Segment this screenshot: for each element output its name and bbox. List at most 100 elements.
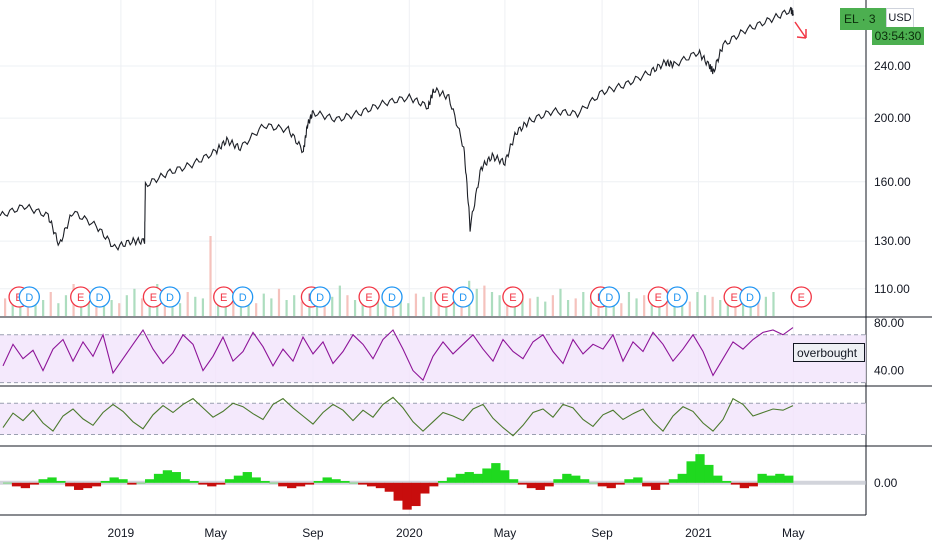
volume-bar <box>178 303 182 316</box>
volume-bar <box>300 301 303 316</box>
dividend-badge[interactable]: D <box>159 286 181 308</box>
earnings-badge[interactable]: E <box>358 286 380 308</box>
histogram-bar <box>162 470 173 483</box>
badge-circle <box>18 286 40 308</box>
histogram-bar <box>145 479 155 483</box>
volume-bar <box>764 296 767 316</box>
badge-letter: D <box>239 292 247 304</box>
currency-badge: USD <box>886 8 914 28</box>
histogram-bar <box>659 482 670 485</box>
volume-bar <box>57 303 60 316</box>
volume-bar <box>42 300 45 316</box>
histogram-bar <box>686 461 696 483</box>
dividend-badge[interactable]: D <box>309 286 331 308</box>
dividend-badge[interactable]: D <box>18 286 40 308</box>
volume-bar <box>285 300 288 316</box>
badge-letter: E <box>798 292 805 304</box>
badge-circle <box>502 286 524 308</box>
histogram-bar <box>269 482 279 484</box>
earnings-badge[interactable]: E <box>70 286 92 308</box>
badge-letter: E <box>150 292 157 304</box>
badge-circle <box>666 286 688 308</box>
dividend-badge[interactable]: D <box>452 286 474 308</box>
countdown-badge: 03:54:30 <box>872 27 924 45</box>
volume-bar <box>741 298 745 316</box>
rsi-line <box>2 327 794 382</box>
price-series-line <box>0 6 794 252</box>
earnings-badge[interactable]: E <box>213 286 235 308</box>
histogram-bar <box>313 481 323 483</box>
histogram-bar <box>677 473 687 483</box>
histogram-bar <box>482 468 492 483</box>
rsi-band <box>0 334 866 383</box>
price-axis-tick-label: 200.00 <box>874 111 911 125</box>
volume-bar <box>315 298 319 316</box>
volume-bar <box>483 285 486 316</box>
rsi-axis-tick-label: 80.00 <box>874 316 904 330</box>
histogram-bar <box>358 482 368 485</box>
dividend-badge[interactable]: D <box>598 286 620 308</box>
volume-bar <box>110 300 113 316</box>
volume-bar <box>353 300 357 316</box>
dividend-badge[interactable]: D <box>666 286 688 308</box>
histogram-bar <box>278 482 288 487</box>
histogram-bar <box>100 481 110 483</box>
oscillator-line <box>2 396 794 437</box>
histogram-axis-tick-label: 0.00 <box>874 476 898 490</box>
histogram-bar <box>606 482 616 489</box>
histogram-bar <box>29 482 39 485</box>
dividend-badge[interactable]: D <box>89 286 111 308</box>
time-axis-tick-label: May <box>204 526 227 540</box>
volume-bar <box>331 296 334 316</box>
badge-letter: E <box>730 292 737 304</box>
volume-bar <box>133 288 136 316</box>
volume-bar <box>711 296 714 316</box>
histogram-bar <box>571 475 581 483</box>
price-arrow-icon <box>794 21 807 39</box>
volume-bar <box>719 300 722 316</box>
histogram-bar <box>153 473 164 483</box>
histogram-bar <box>216 482 226 485</box>
earnings-badge[interactable]: E <box>647 286 669 308</box>
volume-bar <box>589 301 593 316</box>
volume-bar <box>4 298 7 316</box>
volume-bar <box>376 301 379 316</box>
volume-bar <box>635 298 638 316</box>
dividend-badge[interactable]: D <box>739 286 761 308</box>
volume-bar <box>407 303 410 316</box>
histogram-bar <box>757 473 767 483</box>
volume-bar <box>612 300 615 316</box>
histogram-bar <box>56 481 66 483</box>
price-axis-tick-label: 240.00 <box>874 59 911 73</box>
histogram-bar <box>20 482 31 489</box>
earnings-badge[interactable]: E <box>723 286 745 308</box>
histogram-bar <box>118 479 128 483</box>
histogram-bar <box>766 475 776 483</box>
badge-circle <box>232 286 254 308</box>
time-axis-tick-label: May <box>494 526 517 540</box>
dividend-badge[interactable]: D <box>232 286 254 308</box>
badge-circle <box>452 286 474 308</box>
volume-bar <box>224 300 227 316</box>
volume-bar <box>620 303 623 316</box>
histogram-bar <box>47 477 57 483</box>
badge-letter: E <box>655 292 662 304</box>
histogram-bar <box>615 482 625 485</box>
histogram-bar <box>322 477 332 483</box>
volume-bar <box>574 298 577 316</box>
volume-bar <box>64 295 68 316</box>
histogram-bar <box>739 482 750 489</box>
dividend-badge[interactable]: D <box>381 286 403 308</box>
earnings-badge[interactable]: E <box>434 286 456 308</box>
volume-bar <box>559 288 562 316</box>
earnings-badge[interactable]: E <box>502 286 524 308</box>
badge-circle <box>89 286 111 308</box>
volume-bar <box>338 285 341 316</box>
symbol-badge[interactable]: EL · 3 <box>840 8 888 30</box>
histogram-bar <box>287 482 297 489</box>
histogram-bar <box>642 482 652 487</box>
earnings-badge[interactable]: E <box>790 286 812 308</box>
volume-bar <box>772 292 775 316</box>
volume-bar <box>422 296 425 316</box>
volume-bar <box>118 303 121 316</box>
